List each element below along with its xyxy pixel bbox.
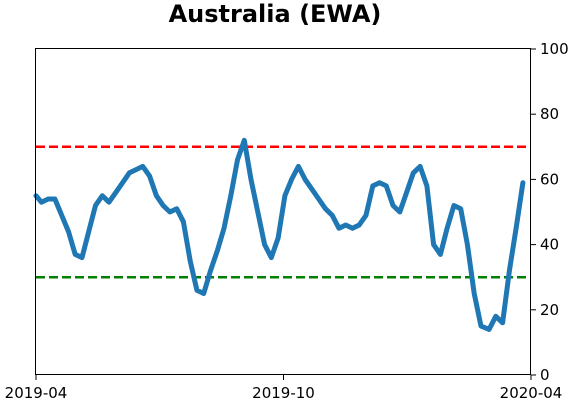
y-tick-label: 0: [540, 366, 550, 384]
reference-lines: [36, 145, 531, 279]
plot-frame: [35, 48, 531, 375]
x-tick-label: 2020-04: [500, 384, 563, 402]
series-line-0: [33, 137, 526, 332]
y-tick-label: 40: [540, 236, 559, 254]
x-axis: 2019-04 2019-10 2020-04: [5, 375, 563, 402]
chart-title: Australia (EWA): [169, 0, 382, 28]
x-tick-label: 2019-10: [252, 384, 315, 402]
y-tick-label: 60: [540, 170, 559, 188]
y-axis: 0 20 40 60 80 100: [531, 40, 569, 384]
y-tick-label: 80: [540, 105, 559, 123]
x-tick-label: 2019-04: [5, 384, 68, 402]
y-tick-label: 100: [540, 40, 569, 58]
series-group: [33, 137, 526, 332]
y-tick-label: 20: [540, 301, 559, 319]
